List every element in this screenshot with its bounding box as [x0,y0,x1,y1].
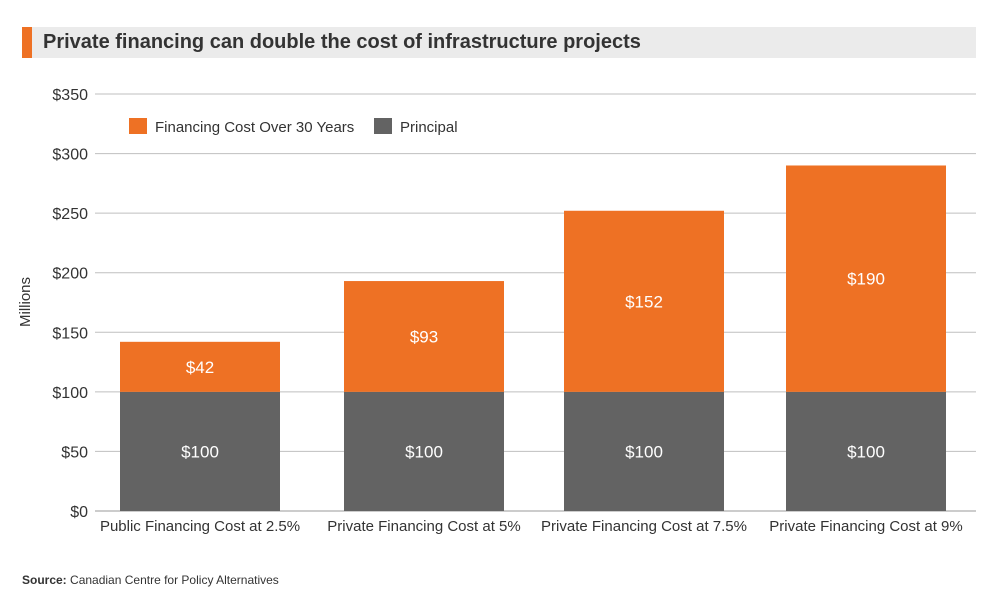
y-tick-label: $250 [52,206,88,223]
source-label: Source: [22,573,67,587]
title-bar: Private financing can double the cost of… [22,27,976,58]
bar-financing-cost [786,165,946,392]
y-tick-label: $100 [52,385,88,402]
bar-financing-cost [120,341,280,392]
y-tick-label: $150 [52,325,88,342]
title-accent [22,27,32,58]
bar-principal [120,391,280,511]
bar-principal [344,391,504,511]
data-label-principal: $100 [625,442,663,461]
y-tick-label: $300 [52,147,88,164]
legend-swatch [129,118,147,134]
y-tick-label: $350 [52,87,88,104]
legend-label: Financing Cost Over 30 Years [155,119,354,136]
source-note: Source: Canadian Centre for Policy Alter… [22,573,279,587]
y-tick-label: $50 [61,444,88,461]
data-label-financing-cost: $42 [186,358,214,377]
chart-title: Private financing can double the cost of… [43,31,641,53]
bar-financing-cost [564,210,724,392]
x-category-label: Private Financing Cost at 9% [769,518,962,535]
bar-principal [564,391,724,511]
x-category-label: Private Financing Cost at 5% [327,518,520,535]
data-label-principal: $100 [181,442,219,461]
data-label-principal: $100 [847,442,885,461]
x-category-label: Public Financing Cost at 2.5% [100,518,300,535]
data-label-financing-cost: $190 [847,270,885,289]
data-label-financing-cost: $152 [625,292,663,311]
bar-financing-cost [344,281,504,392]
y-axis-label: Millions [17,277,34,327]
legend-label: Principal [400,119,458,136]
x-category-label: Private Financing Cost at 7.5% [541,518,747,535]
data-label-principal: $100 [405,442,443,461]
y-tick-label: $200 [52,266,88,283]
legend-swatch [374,118,392,134]
bar-principal [786,391,946,511]
source-text: Canadian Centre for Policy Alternatives [70,573,279,587]
data-label-financing-cost: $93 [410,327,438,346]
y-tick-label: $0 [70,504,88,521]
